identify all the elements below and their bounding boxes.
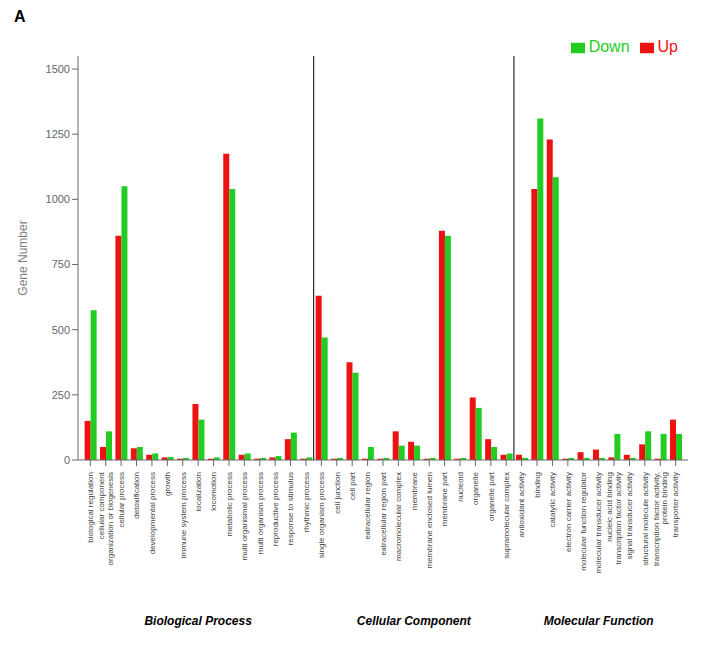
svg-text:750: 750 [52, 258, 70, 270]
svg-text:cell junction: cell junction [333, 472, 342, 514]
html-text:Up: Up [657, 38, 678, 55]
svg-text:immune system process: immune system process [179, 472, 188, 558]
svg-text:multi organism process: multi organism process [256, 472, 265, 554]
svg-text:cellular componentorganization: cellular componentorganization or biogen… [97, 471, 115, 565]
svg-text:detoxification: detoxification [132, 472, 141, 519]
html-text:A: A [14, 8, 26, 25]
svg-text:1250: 1250 [46, 128, 70, 140]
svg-text:extracellular region part: extracellular region part [379, 471, 388, 555]
svg-text:extracellular region: extracellular region [363, 472, 372, 540]
svg-text:Gene Number: Gene Number [16, 220, 30, 295]
svg-text:antioxidant activity: antioxidant activity [517, 472, 526, 537]
svg-text:1000: 1000 [46, 193, 70, 205]
svg-text:nucleic acid bindingtranscript: nucleic acid bindingtranscription factor… [605, 472, 623, 564]
svg-text:electron carrier activity: electron carrier activity [564, 472, 573, 552]
svg-text:membrane part: membrane part [440, 471, 449, 526]
svg-text:membrane enclosed lumen: membrane enclosed lumen [425, 472, 434, 569]
svg-text:Molecular Function: Molecular Function [544, 614, 654, 628]
svg-text:metabolic process: metabolic process [225, 472, 234, 536]
svg-text:single organism process: single organism process [317, 472, 326, 558]
svg-text:organelle part: organelle part [487, 471, 496, 521]
svg-text:500: 500 [52, 324, 70, 336]
svg-text:binding: binding [533, 472, 542, 498]
svg-text:localization: localization [194, 472, 203, 512]
svg-text:transcription factor activity,: transcription factor activity,protein bi… [652, 472, 670, 566]
svg-text:Biological Process: Biological Process [144, 614, 252, 628]
svg-text:supramolecular complex: supramolecular complex [502, 472, 511, 559]
svg-text:cellular process: cellular process [117, 472, 126, 528]
svg-text:molecular transducer activity: molecular transducer activity [594, 472, 603, 573]
svg-text:growth: growth [163, 472, 172, 496]
html-text:Down: Down [588, 38, 630, 55]
svg-text:organelle: organelle [471, 471, 480, 504]
svg-text:1500: 1500 [46, 63, 70, 75]
svg-text:structural molecule activity: structural molecule activity [641, 472, 650, 566]
svg-text:transporter activity: transporter activity [671, 472, 680, 537]
svg-text:nucleoid: nucleoid [456, 472, 465, 502]
svg-text:locomotion: locomotion [209, 472, 218, 511]
svg-text:membrane: membrane [410, 471, 419, 510]
svg-text:signal transducer activity: signal transducer activity [625, 472, 634, 560]
svg-text:Cellular Component: Cellular Component [357, 614, 472, 628]
svg-text:molecular function regulator: molecular function regulator [579, 472, 588, 571]
svg-text:developmental process: developmental process [148, 472, 157, 554]
svg-text:rhythmic process: rhythmic process [302, 472, 311, 532]
svg-text:multi organismal process: multi organismal process [240, 472, 249, 560]
svg-text:catalytic activity: catalytic activity [548, 472, 557, 528]
svg-text:cell part: cell part [348, 471, 357, 500]
svg-text:0: 0 [64, 454, 70, 466]
svg-text:250: 250 [52, 389, 70, 401]
svg-text:macromolecular complex: macromolecular complex [394, 472, 403, 561]
svg-text:reproductive process: reproductive process [271, 472, 280, 546]
svg-text:biological regulation: biological regulation [86, 472, 95, 543]
svg-text:response to stimulus: response to stimulus [286, 472, 295, 545]
